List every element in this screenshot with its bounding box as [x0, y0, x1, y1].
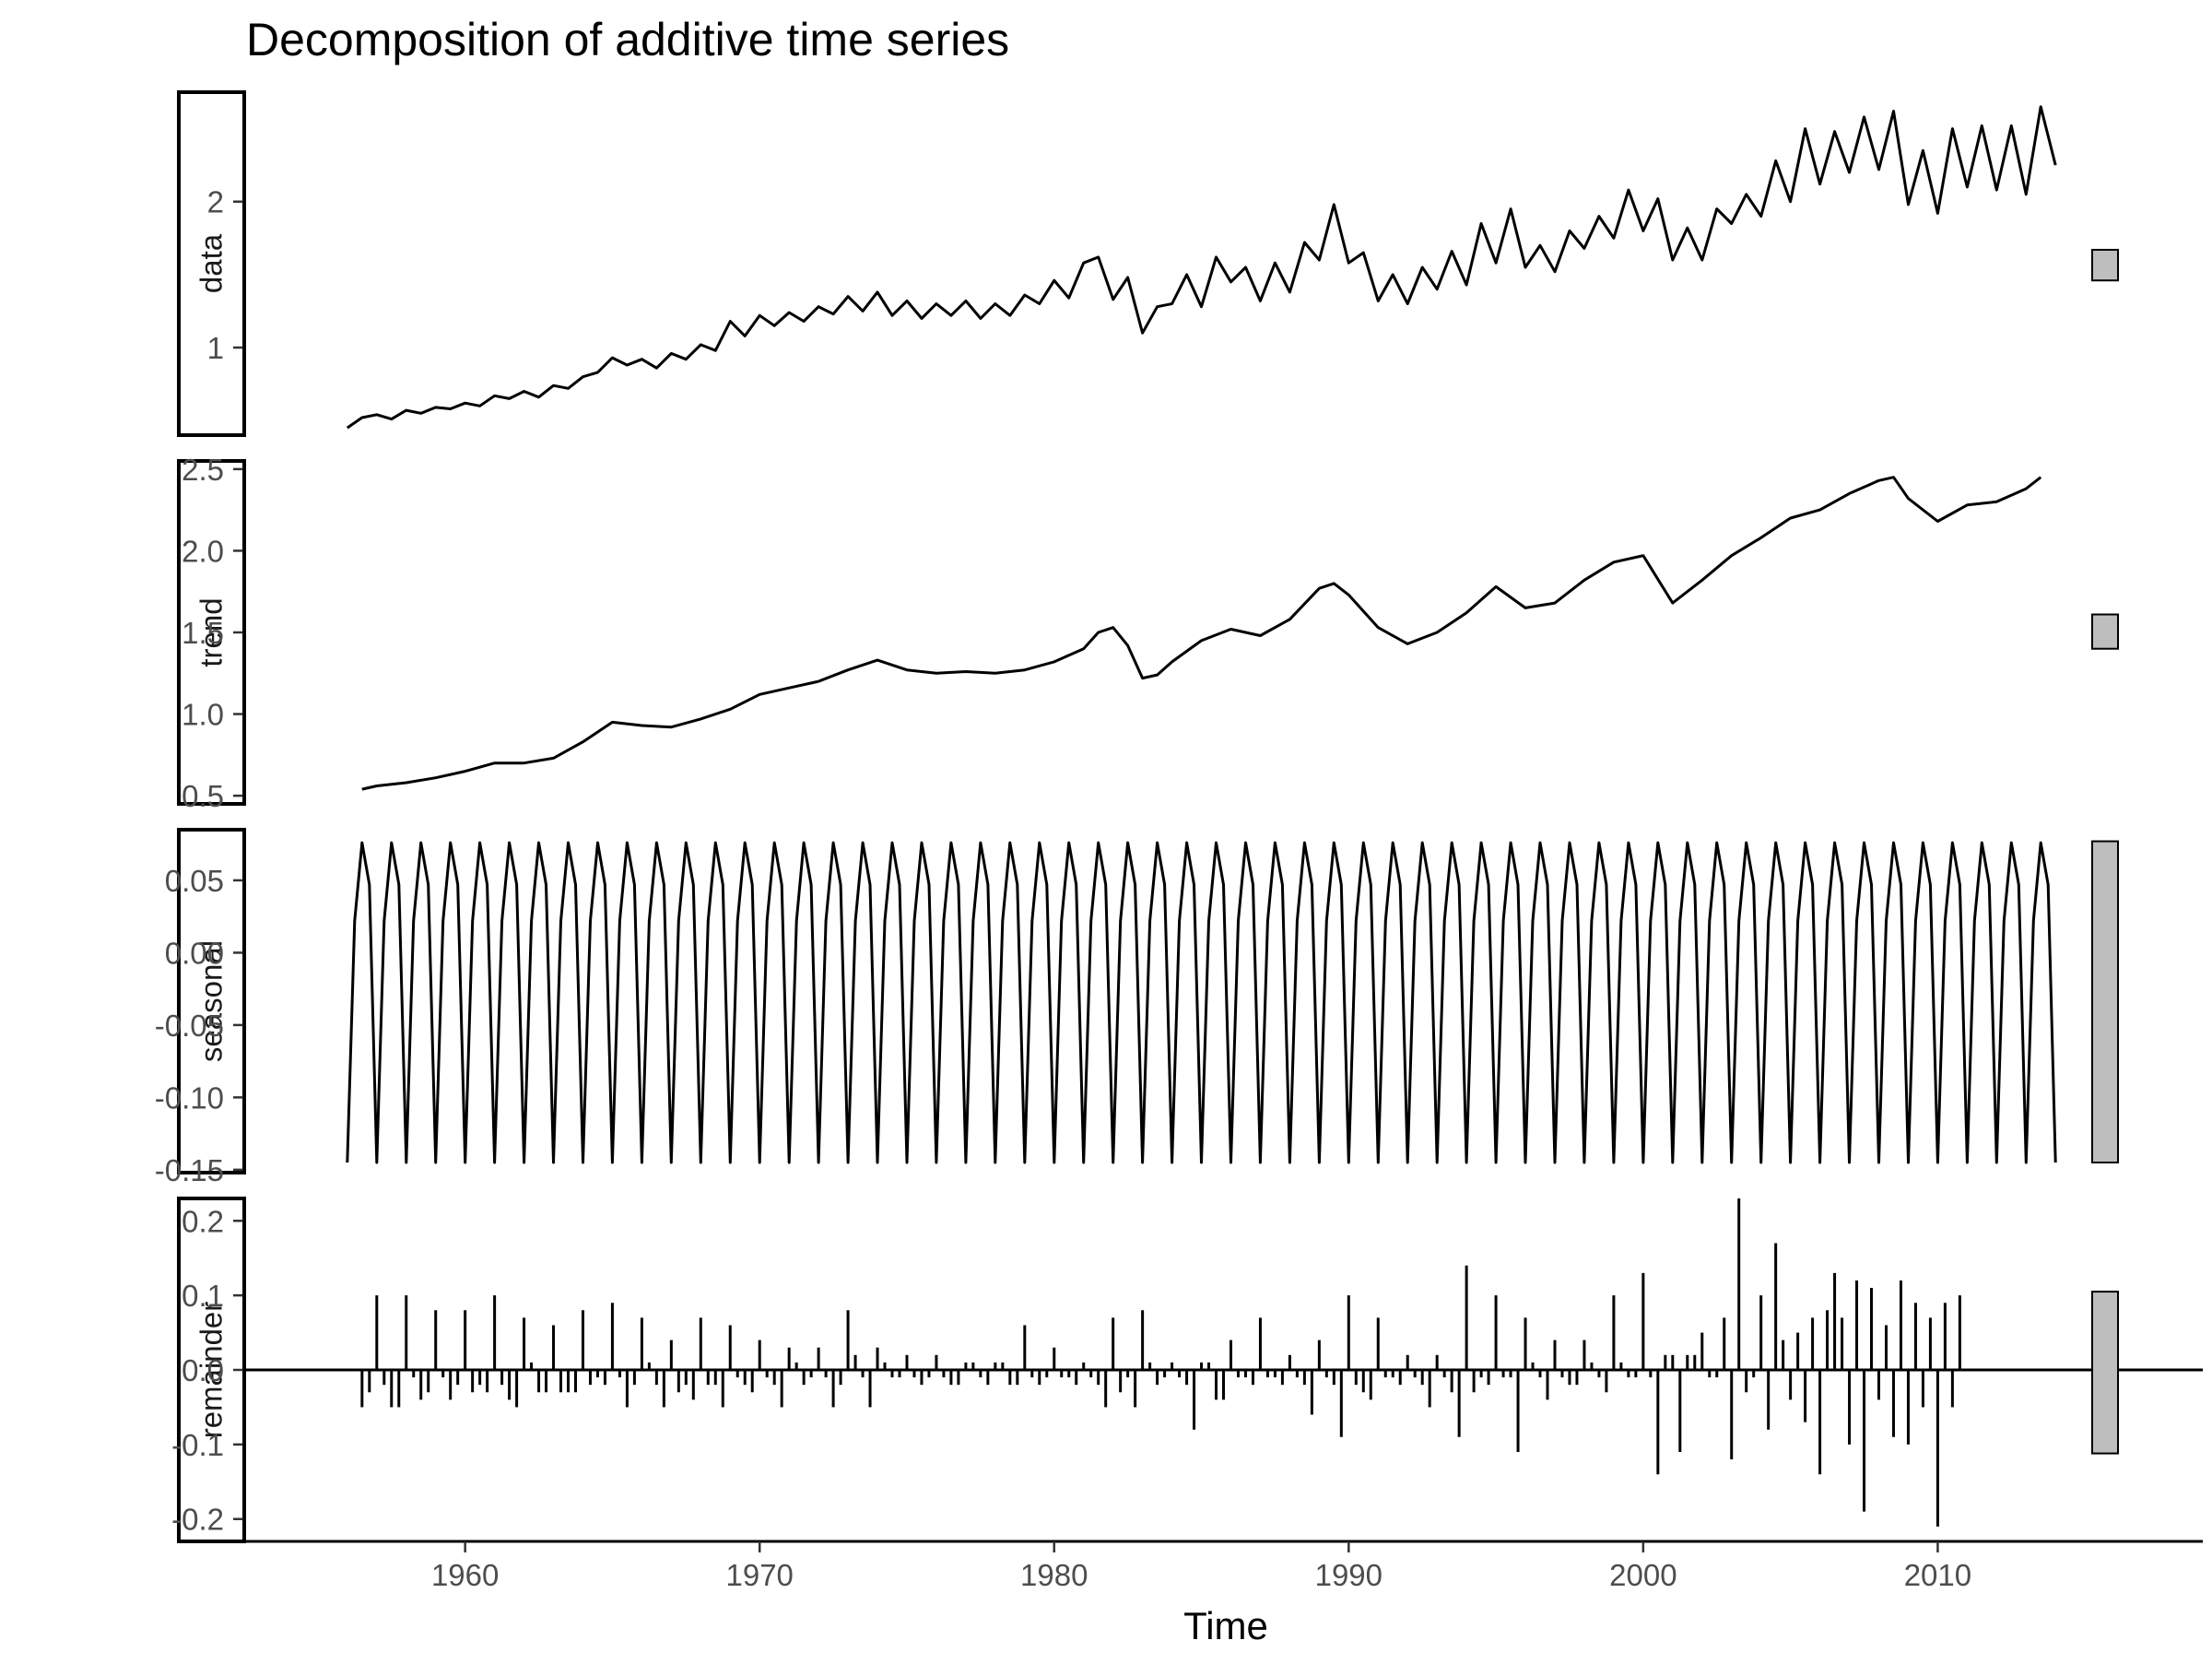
y-tick-label-data: 1: [207, 331, 224, 365]
x-tick-label: 1970: [725, 1558, 793, 1592]
y-tick-label-trend: 1.0: [182, 698, 224, 732]
scale-bar-seasonal: [2091, 840, 2119, 1164]
scale-bar-data: [2091, 248, 2119, 282]
chart-title: Decomposition of additive time series: [246, 14, 1009, 65]
x-tick-label: 1980: [1020, 1558, 1088, 1592]
series-line-trend: [361, 476, 2042, 791]
y-tick-label-seasonal: 0.05: [165, 864, 224, 898]
x-tick-label: 1960: [431, 1558, 499, 1592]
strip-seasonal: [177, 828, 246, 1174]
y-tick-label-trend: 2.0: [182, 534, 224, 568]
x-tick-label: 1990: [1315, 1558, 1382, 1592]
x-axis-title: Time: [1183, 1604, 1268, 1647]
series-line-data: [346, 105, 2057, 430]
y-tick-label-remainder: -0.1: [171, 1428, 224, 1462]
y-tick-label-data: 2: [207, 185, 224, 219]
series-line-seasonal: [346, 841, 2057, 1164]
y-tick-label-remainder: 0.0: [182, 1353, 224, 1387]
panels-group: data 1 2 trend 0.5 1.0 1.5 2.0 2.5 seasonal -0.15 -…: [155, 90, 2203, 1592]
strip-label-remainder: remainder: [194, 1302, 229, 1439]
y-tick-label-remainder: 0.2: [182, 1204, 224, 1238]
strip-label-data: data: [194, 233, 229, 293]
y-tick-label-remainder: -0.2: [171, 1503, 224, 1537]
y-tick-label-trend: 1.5: [182, 616, 224, 650]
y-tick-label-trend: 2.5: [182, 453, 224, 487]
y-tick-label-seasonal: -0.10: [155, 1080, 224, 1115]
x-tick-label: 2010: [1904, 1558, 1971, 1592]
y-tick-label-seasonal: -0.15: [155, 1153, 224, 1187]
scale-bar-remainder: [2091, 1291, 2119, 1455]
strip-label-seasonal: seasonal: [194, 940, 229, 1062]
y-tick-label-remainder: 0.1: [182, 1279, 224, 1313]
strip-data: [177, 90, 246, 437]
y-tick-label-seasonal: -0.05: [155, 1009, 224, 1043]
scale-bar-trend: [2091, 613, 2119, 650]
y-tick-label-trend: 0.5: [182, 779, 224, 813]
y-tick-label-seasonal: 0.00: [165, 936, 224, 970]
strip-label-trend: trend: [194, 597, 229, 667]
x-tick-label: 2000: [1609, 1558, 1677, 1592]
